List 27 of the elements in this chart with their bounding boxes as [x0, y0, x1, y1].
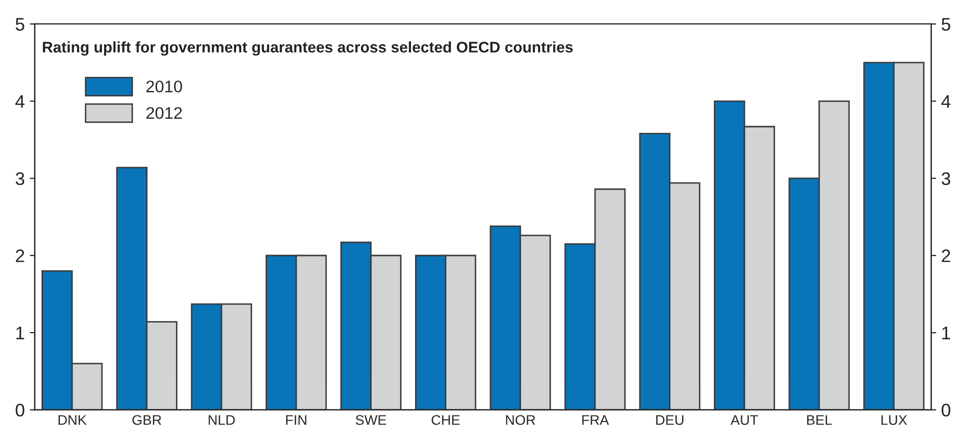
y-tick-label: 4 — [15, 95, 24, 108]
y2-tick-label: 1 — [942, 326, 950, 340]
x-tick-label: SWE — [356, 415, 386, 425]
y2-tick-label: 5 — [942, 18, 950, 31]
y-tick-label: 1 — [16, 326, 24, 340]
x-tick-label: LUX — [882, 415, 908, 425]
x-tick-label: BEL — [807, 415, 832, 425]
x-tick-label: NOR — [506, 415, 536, 425]
x-tick-label: DNK — [58, 415, 87, 425]
x-tick-label: FRA — [582, 415, 609, 425]
text: Rating uplift for government guarantees across selected OECD countries — [42, 41, 573, 56]
y2-tick-label: 4 — [941, 95, 950, 108]
y2-tick-label: 2 — [942, 249, 950, 262]
x-tick-label: GBR — [132, 415, 162, 425]
x-tick-label: CHE — [432, 415, 460, 425]
y-tick-label: 2 — [16, 249, 24, 262]
x-tick-label: NLD — [208, 415, 235, 425]
y2-tick-label: 3 — [942, 172, 950, 186]
x-tick-label: AUT — [730, 415, 758, 425]
y2-tick-label: 0 — [942, 404, 950, 417]
y-tick-label: 3 — [16, 172, 24, 186]
legend-label: 2012 — [146, 107, 182, 119]
y-tick-label: 0 — [16, 404, 24, 417]
x-tick-label: DEU — [656, 415, 684, 425]
y-tick-label: 5 — [16, 18, 24, 31]
legend-label: 2010 — [146, 80, 182, 92]
x-tick-label: FIN — [286, 415, 306, 425]
